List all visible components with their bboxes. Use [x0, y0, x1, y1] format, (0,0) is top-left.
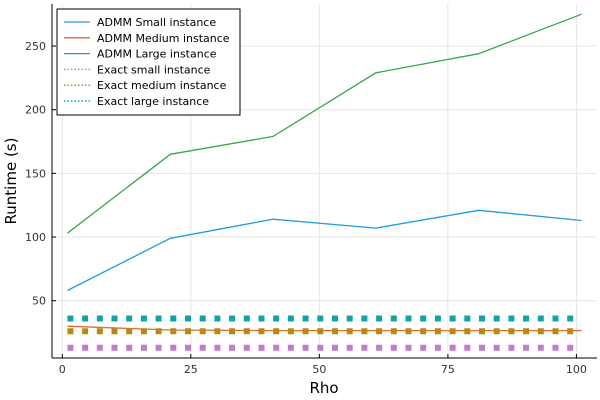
y-tick-label: 200 [25, 104, 46, 117]
x-tick-label: 75 [441, 363, 455, 376]
legend-entry-2: ADMM Medium instance [97, 32, 230, 45]
x-axis-label: Rho [309, 379, 338, 397]
tick-layer: 0 25 50 75 100 50 100 150 200 250 [25, 40, 587, 376]
x-tick-label: 100 [566, 363, 587, 376]
legend-entry-6: Exact large instance [97, 95, 209, 108]
axes-layer [51, 4, 597, 359]
y-tick-label: 150 [25, 167, 46, 180]
legend-entry-1: ADMM Small instance [97, 16, 216, 29]
legend-entry-5: Exact medium instance [97, 79, 227, 92]
legend: ADMM Small instance ADMM Medium instance A… [56, 8, 241, 116]
series-line-1 [67, 209, 582, 292]
legend-entry-3: ADMM Large instance [97, 48, 217, 61]
x-tick-label: 50 [312, 363, 326, 376]
y-tick-label: 100 [25, 231, 46, 244]
legend-entry-4: Exact small instance [97, 63, 211, 76]
legend-box [56, 8, 241, 116]
x-tick-label: 0 [59, 363, 66, 376]
y-tick-label: 250 [25, 40, 46, 53]
y-tick-label: 50 [32, 295, 46, 308]
y-axis-label: Runtime (s) [2, 138, 20, 225]
series-line-3 [67, 13, 582, 234]
series-layer [67, 13, 582, 351]
x-tick-label: 25 [184, 363, 198, 376]
